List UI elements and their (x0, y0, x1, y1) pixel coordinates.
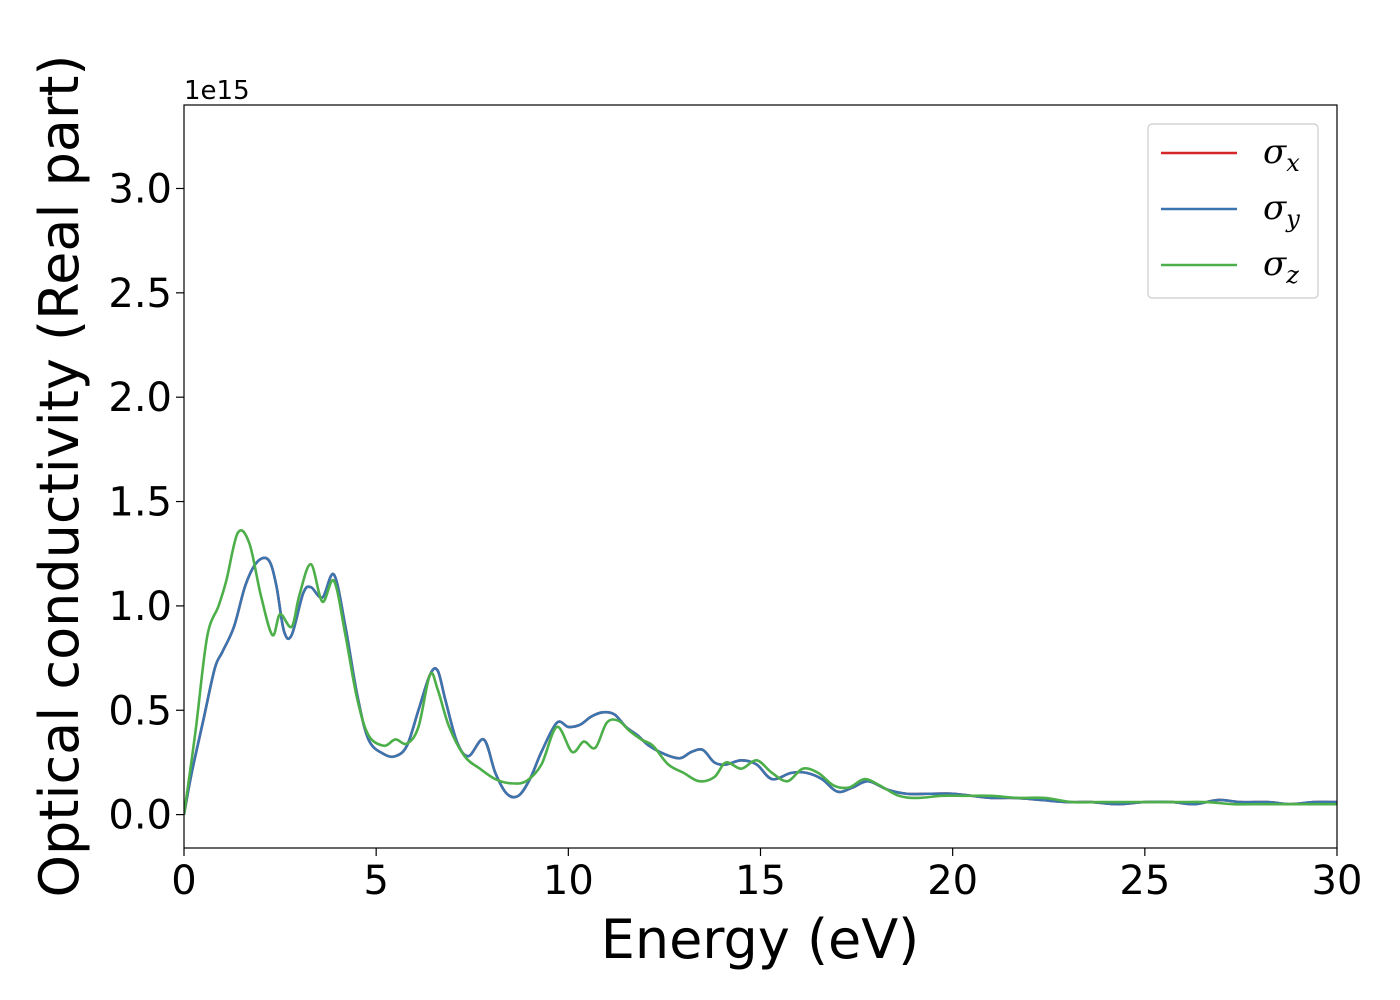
y-tick-label: 0.5 (108, 688, 172, 734)
plot-area (184, 105, 1337, 848)
x-tick-label: 25 (1119, 858, 1170, 904)
y-tick-label: 0.0 (108, 793, 172, 839)
legend-box (1147, 123, 1319, 299)
y-axis: 0.0 0.5 1.0 1.5 2.0 2.5 3.0 (108, 166, 184, 839)
y-tick-label: 1.0 (108, 584, 172, 630)
x-tick-label: 5 (363, 858, 388, 904)
series-layer (184, 529, 1337, 815)
y-tick-label: 2.0 (108, 375, 172, 421)
series-line-z (184, 529, 1337, 815)
y-tick-label: 1.5 (108, 480, 172, 526)
x-tick-label: 0 (171, 858, 196, 904)
y-tick-label: 3.0 (108, 166, 172, 212)
y-axis-label: Optical conductivity (Real part) (28, 55, 91, 898)
y-offset-label: 1e15 (184, 76, 250, 106)
x-tick-label: 20 (927, 858, 978, 904)
x-axis-label: Energy (eV) (601, 908, 920, 971)
x-tick-label: 10 (543, 858, 594, 904)
x-axis: 0 5 10 15 20 25 30 (171, 848, 1362, 904)
x-tick-label: 30 (1312, 858, 1363, 904)
x-tick-label: 15 (735, 858, 786, 904)
y-tick-label: 2.5 (108, 271, 172, 317)
